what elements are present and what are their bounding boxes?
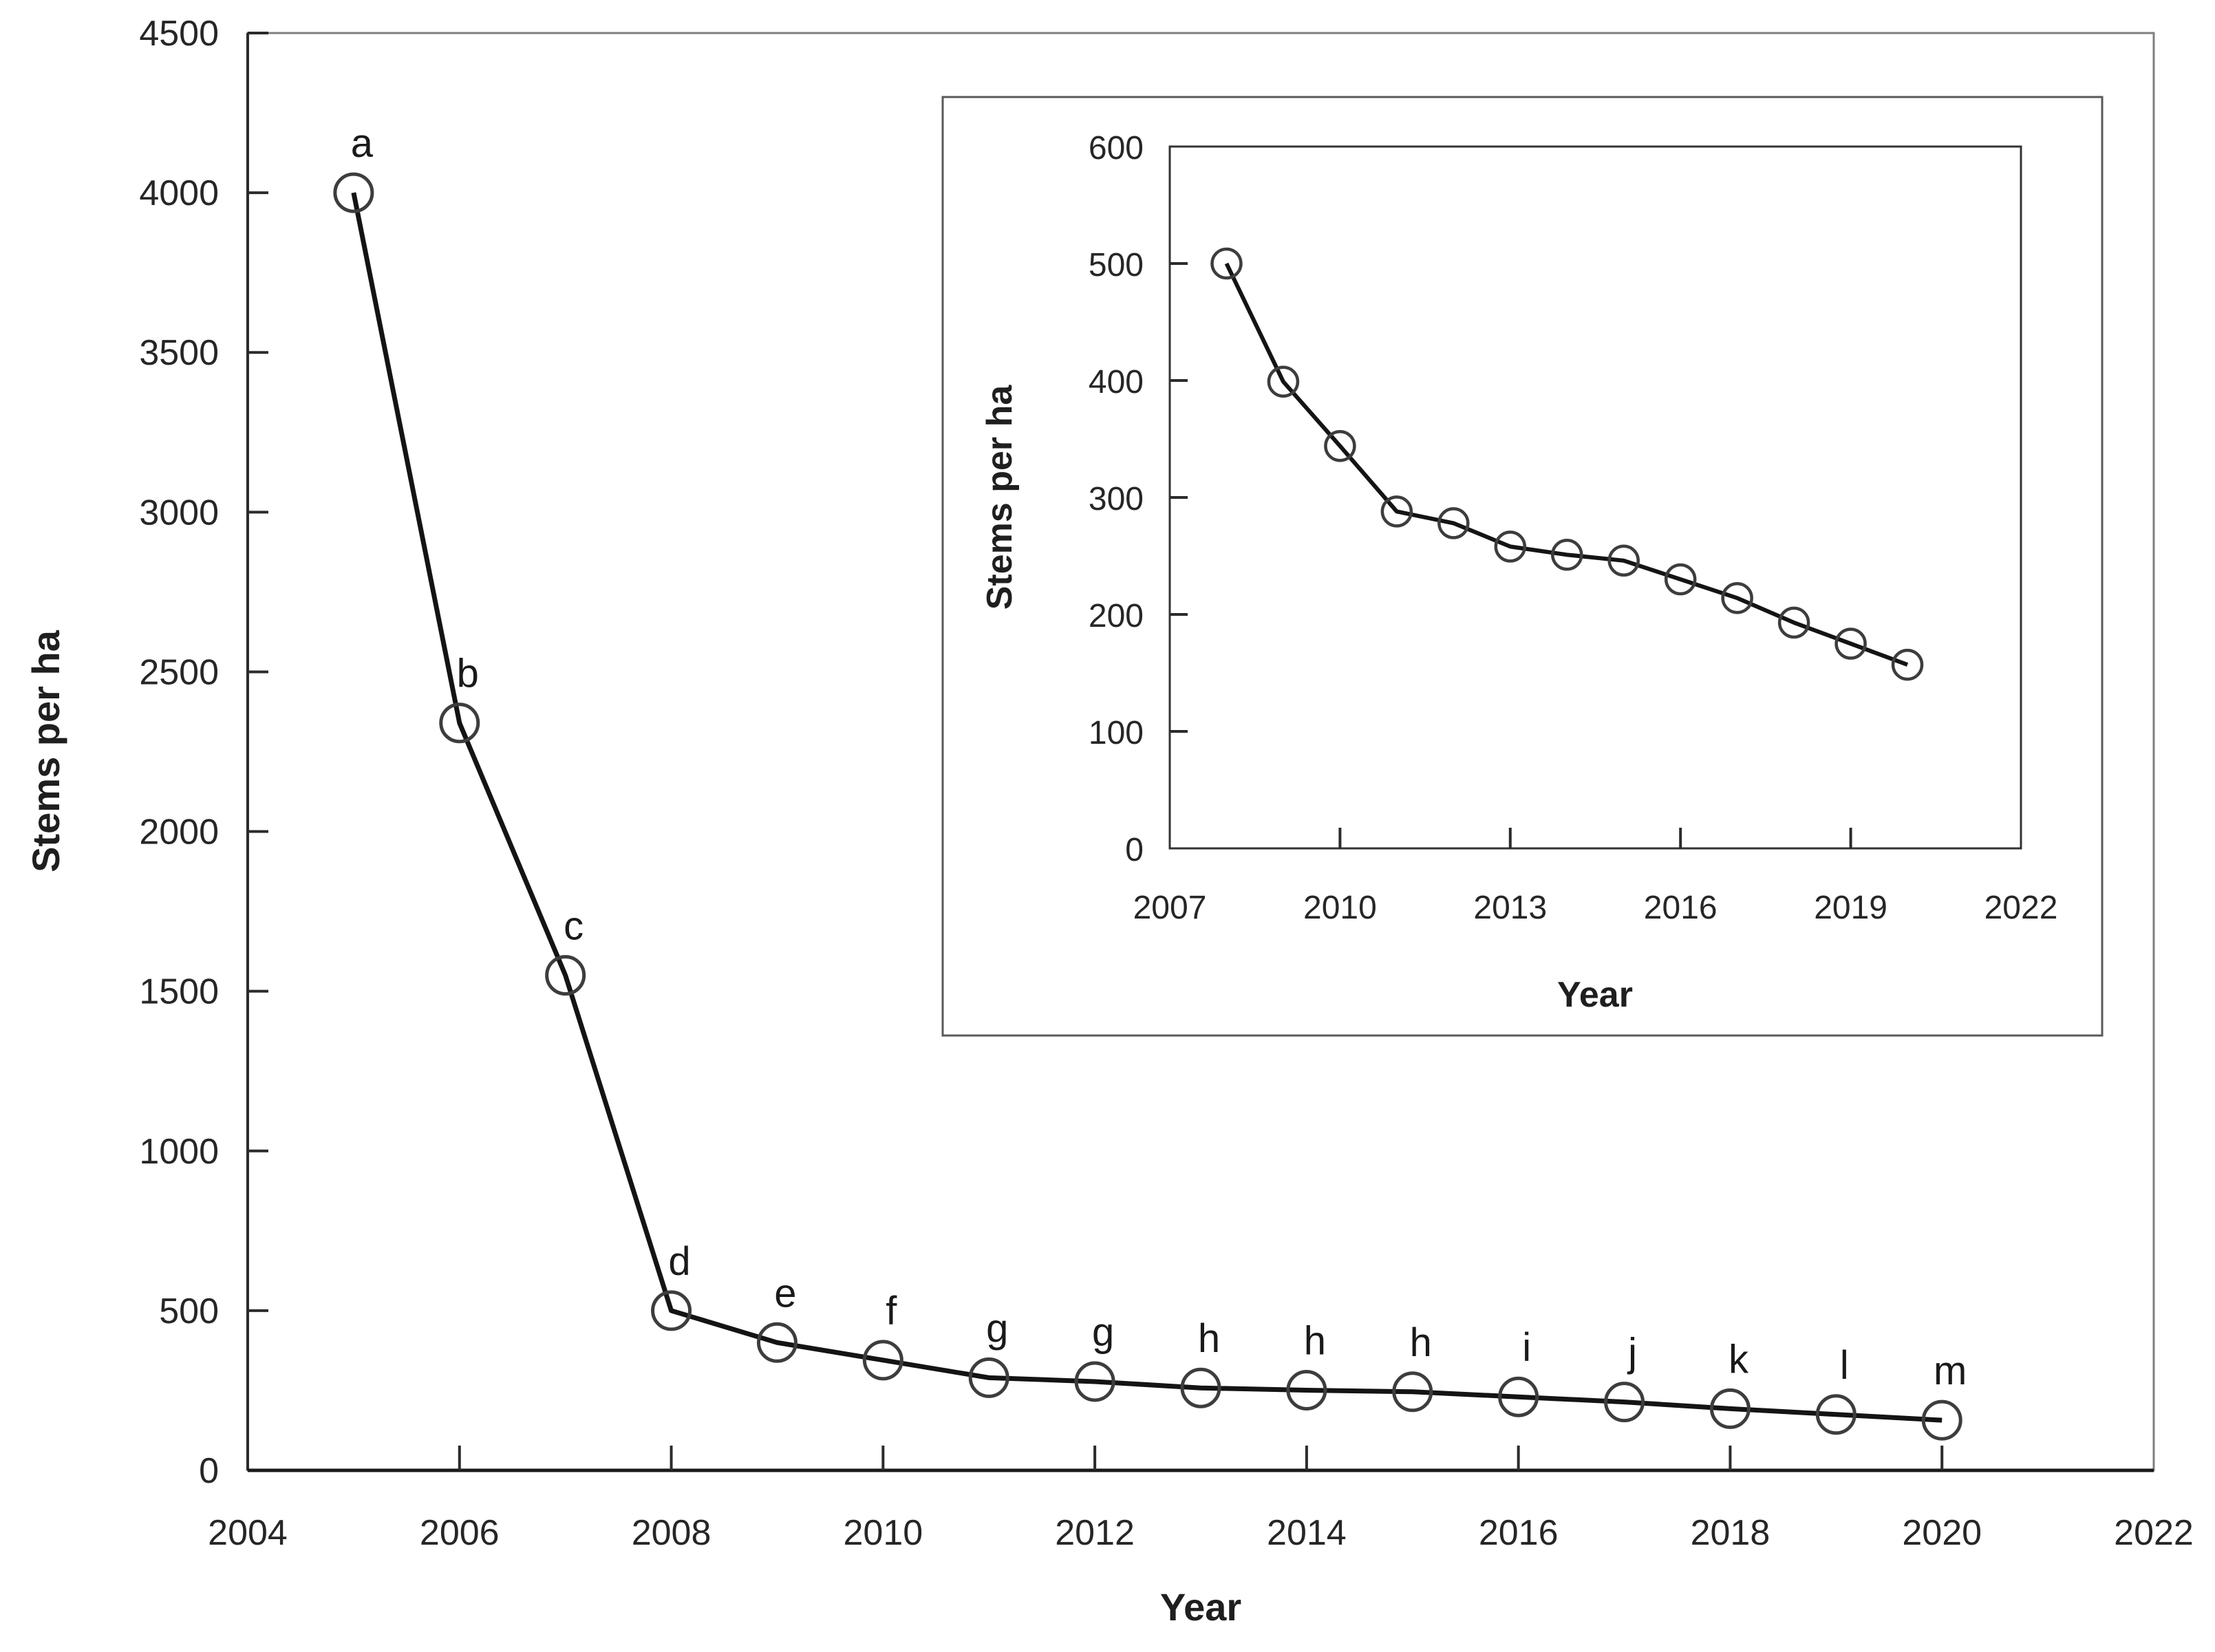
main-point-label: e xyxy=(774,1271,796,1316)
main-point-label: g xyxy=(1092,1310,1114,1355)
inset-data-point xyxy=(1380,495,1413,528)
main-data-point xyxy=(1074,1361,1115,1402)
main-data-point xyxy=(545,954,586,996)
main-chart: 0500100015002000250030003500400045002004… xyxy=(139,14,2194,1553)
inset-x-tick-label: 2022 xyxy=(1984,890,2058,926)
inset-data-point xyxy=(1551,539,1583,571)
main-data-point xyxy=(439,702,480,744)
main-point-label: d xyxy=(668,1239,690,1284)
main-point-label: m xyxy=(1934,1349,1967,1393)
inset-data-point xyxy=(1721,581,1753,614)
main-data-point xyxy=(333,172,374,213)
main-point-label: i xyxy=(1522,1325,1531,1370)
main-point-label: g xyxy=(986,1306,1008,1351)
main-x-tick-label: 2012 xyxy=(1055,1513,1135,1553)
main-point-label: f xyxy=(886,1289,897,1333)
inset-x-tick-label: 2007 xyxy=(1133,890,1207,926)
inset-data-point xyxy=(1891,648,1924,681)
main-data-point xyxy=(968,1357,1009,1398)
main-point-label: c xyxy=(564,903,584,948)
main-data-line xyxy=(351,192,1943,1423)
main-point-label: l xyxy=(1840,1343,1849,1388)
inset-data-point xyxy=(1324,429,1356,462)
inset-data-point xyxy=(1834,627,1867,660)
inset-y-tick-label: 100 xyxy=(1089,715,1144,751)
main-y-tick-label: 4000 xyxy=(139,173,219,213)
inset-y-tick-label: 500 xyxy=(1089,247,1144,283)
inset-data-line xyxy=(1224,262,1909,667)
main-point-label: h xyxy=(1198,1316,1220,1361)
inset-y-tick-label: 400 xyxy=(1089,364,1144,400)
main-point-label: h xyxy=(1304,1318,1326,1363)
main-data-point xyxy=(651,1290,692,1331)
inset-y-tick-label: 600 xyxy=(1089,130,1144,167)
main-x-tick-label: 2022 xyxy=(2114,1513,2194,1553)
inset-data-point xyxy=(1267,365,1300,398)
main-x-axis-title: Year xyxy=(1160,1585,1241,1629)
inset-x-tick-label: 2016 xyxy=(1644,890,1718,926)
main-data-point xyxy=(1286,1369,1327,1410)
main-x-tick-label: 2006 xyxy=(420,1513,500,1553)
main-y-tick-label: 1000 xyxy=(139,1132,219,1172)
main-x-tick-label: 2004 xyxy=(208,1513,288,1553)
main-x-tick-label: 2014 xyxy=(1267,1513,1347,1553)
main-data-point xyxy=(862,1340,903,1381)
main-y-tick-label: 3500 xyxy=(139,333,219,373)
inset-data-point xyxy=(1494,530,1527,563)
main-x-tick-label: 2008 xyxy=(632,1513,711,1553)
main-data-point xyxy=(1180,1367,1221,1408)
main-x-tick-label: 2010 xyxy=(843,1513,923,1553)
main-y-tick-label: 1500 xyxy=(139,972,219,1012)
main-x-tick-label: 2018 xyxy=(1691,1513,1770,1553)
main-y-tick-label: 4500 xyxy=(139,14,219,54)
main-y-tick-label: 2000 xyxy=(139,813,219,852)
main-data-point xyxy=(756,1322,798,1363)
inset-x-tick-label: 2019 xyxy=(1814,890,1887,926)
inset-y-axis-title: Stems per ha xyxy=(980,385,1020,610)
main-y-axis-title: Stems per ha xyxy=(24,630,67,872)
main-data-point xyxy=(1392,1371,1433,1413)
inset-y-tick-label: 0 xyxy=(1125,832,1144,868)
main-point-label: b xyxy=(457,652,479,696)
inset-box xyxy=(941,96,2104,1037)
inset-data-point xyxy=(1210,247,1243,280)
inset-data-point xyxy=(1607,544,1640,577)
main-y-tick-label: 3000 xyxy=(139,493,219,533)
main-point-label: k xyxy=(1729,1337,1749,1382)
main-data-point xyxy=(1815,1394,1856,1435)
main-x-tick-label: 2020 xyxy=(1902,1513,1982,1553)
inset-data-point xyxy=(1777,606,1810,639)
main-data-point xyxy=(1604,1382,1645,1423)
main-y-tick-label: 0 xyxy=(199,1451,219,1491)
inset-data-point xyxy=(1664,563,1697,596)
main-y-tick-label: 2500 xyxy=(139,652,219,692)
inset-data-point xyxy=(1437,507,1470,539)
inset-x-axis-title: Year xyxy=(1557,975,1633,1015)
inset-x-tick-label: 2013 xyxy=(1473,890,1547,926)
inset-y-tick-label: 200 xyxy=(1089,598,1144,634)
main-data-point xyxy=(1709,1388,1751,1429)
inset-x-tick-label: 2010 xyxy=(1303,890,1377,926)
inset-chart: 0 100 200 300 400 500 600 2007 2010 2013 2016 2019 2… xyxy=(1089,130,2057,926)
main-data-point xyxy=(1921,1399,1962,1441)
main-data-point xyxy=(1498,1376,1539,1417)
main-point-label: a xyxy=(351,121,374,166)
main-x-tick-label: 2016 xyxy=(1479,1513,1559,1553)
inset-y-tick-label: 300 xyxy=(1089,481,1144,517)
main-point-label: j xyxy=(1627,1331,1637,1375)
main-point-label: h xyxy=(1410,1320,1432,1365)
main-y-tick-label: 500 xyxy=(159,1291,219,1331)
